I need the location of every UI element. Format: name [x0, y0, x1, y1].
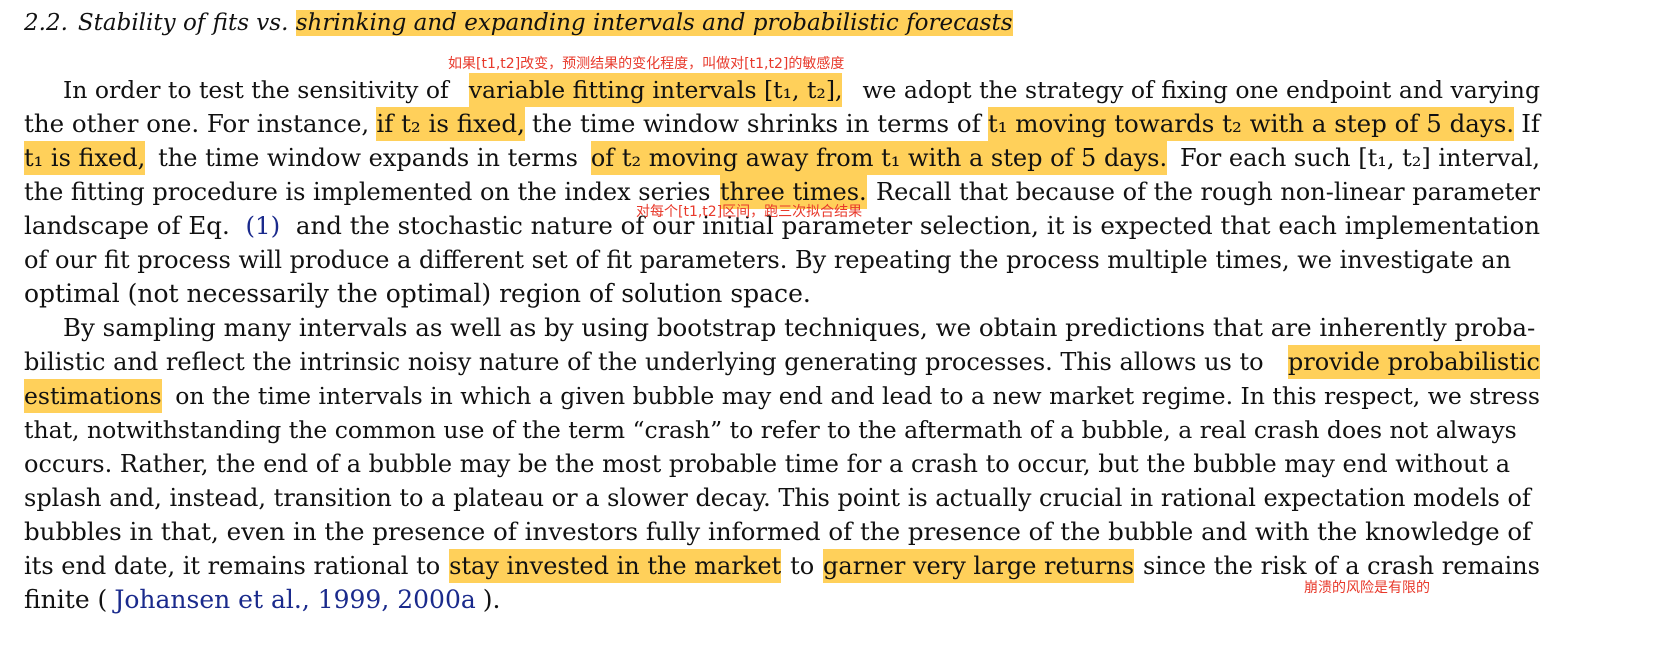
body-text: the fitting procedure is implemented on … — [24, 178, 711, 206]
text-line: its end date, it remains rational to stay… — [24, 549, 1540, 583]
text-line: By sampling many intervals as well as by… — [63, 311, 1540, 345]
text-line: optimal (not necessarily the optimal) re… — [24, 277, 1540, 311]
body-text: to — [790, 552, 815, 580]
reference-link[interactable]: (1) — [245, 211, 281, 240]
highlighted-text: variable fitting intervals [t₁, t₂], — [468, 73, 843, 107]
body-text: landscape of Eq. — [24, 211, 230, 240]
highlighted-text: three times. — [719, 175, 867, 209]
body-text: the other one. For instance, — [24, 109, 370, 138]
annotation-crash-risk-note: 崩溃的风险是有限的 — [1304, 580, 1430, 596]
highlighted-text: t₁ moving towards t₂ with a step of 5 da… — [987, 107, 1515, 141]
annotation-three-runs-note: 对每个[t1,t2]区间，跑三次拟合结果 — [636, 204, 863, 220]
annotation-sensitivity-note: 如果[t1,t2]改变，预测结果的变化程度，叫做对[t1,t2]的敏感度 — [448, 56, 845, 72]
body-text: and the stochastic nature of our initial… — [295, 211, 1540, 240]
text-line: splash and, instead, transition to a pla… — [24, 481, 1540, 515]
body-text: bubbles in that, even in the presence of… — [24, 517, 1532, 546]
section-title-highlight: shrinking and expanding intervals and pr… — [295, 10, 1013, 36]
text-line: the fitting procedure is implemented on … — [24, 175, 1540, 209]
body-text: occurs. Rather, the end of a bubble may … — [24, 450, 1511, 478]
text-line: In order to test the sensitivity of varia… — [63, 73, 1540, 107]
body-text: that, notwithstanding the common use of … — [24, 416, 1517, 444]
text-line: that, notwithstanding the common use of … — [24, 413, 1540, 447]
body-text: optimal (not necessarily the optimal) re… — [24, 279, 811, 308]
body-text: Recall that because of the rough non-lin… — [876, 178, 1540, 206]
text-line: finite (Johansen et al., 1999, 2000a). — [24, 583, 1540, 617]
body-text: the time window expands in terms — [158, 144, 578, 172]
section-title: Stability of fits vs. — [77, 10, 289, 36]
body-text: its end date, it remains rational to — [24, 552, 441, 580]
text-line: bubbles in that, even in the presence of… — [24, 515, 1540, 549]
highlighted-text: stay invested in the market — [449, 549, 782, 583]
body-text: finite ( — [24, 585, 108, 614]
highlighted-text: if t₂ is fixed, — [376, 107, 525, 141]
body-text: If — [1521, 109, 1540, 138]
section-number: 2.2. — [24, 10, 68, 36]
text-line: landscape of Eq. (1) and the stochastic na… — [24, 209, 1540, 243]
text-line: estimations on the time intervals in whic… — [24, 379, 1540, 413]
section-heading: 2.2. Stability of fits vs. shrinking and … — [24, 5, 1013, 41]
text-line: t₁ is fixed, the time window expands in t… — [24, 141, 1540, 175]
body-text: bilistic and reflect the intrinsic noisy… — [24, 348, 1264, 376]
text-line: the other one. For instance, if t₂ is fix… — [24, 107, 1540, 141]
body-text: on the time intervals in which a given b… — [175, 382, 1540, 410]
body-text: By sampling many intervals as well as by… — [63, 313, 1536, 342]
body-text: For each such [t₁, t₂] interval, — [1180, 144, 1540, 172]
text-line: occurs. Rather, the end of a bubble may … — [24, 447, 1540, 481]
highlighted-text: of t₂ moving away from t₁ with a step of… — [590, 141, 1168, 175]
body-text: of our fit process will produce a differ… — [24, 246, 1512, 274]
body-text: since the risk of a crash remains — [1142, 552, 1540, 580]
reference-link[interactable]: Johansen et al., 1999, 2000a — [114, 585, 476, 614]
highlighted-text: provide probabilistic — [1287, 345, 1540, 379]
highlighted-text: estimations — [24, 379, 162, 413]
body-text: ). — [482, 585, 501, 614]
body-text: the time window shrinks in terms of — [532, 109, 981, 138]
body-text: In order to test the sensitivity of — [63, 76, 449, 104]
text-line: of our fit process will produce a differ… — [24, 243, 1540, 277]
body-text: we adopt the strategy of fixing one endp… — [862, 76, 1540, 104]
highlighted-text: garner very large returns — [823, 549, 1135, 583]
body-text: splash and, instead, transition to a pla… — [24, 484, 1531, 512]
highlighted-text: t₁ is fixed, — [24, 141, 146, 175]
text-line: bilistic and reflect the intrinsic noisy… — [24, 345, 1540, 379]
